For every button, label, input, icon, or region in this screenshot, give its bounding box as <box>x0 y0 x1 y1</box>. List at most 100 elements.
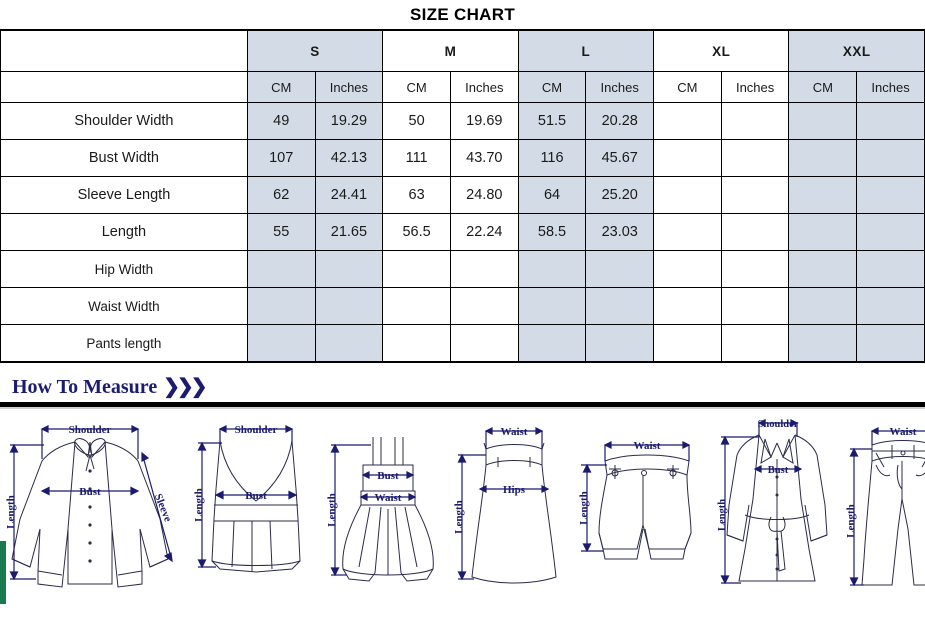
label-sleeve: Sleeve <box>152 492 174 524</box>
cell-value <box>720 250 790 288</box>
row-label: Shoulder Width <box>0 102 248 140</box>
label-shoulder: Shoulder <box>69 424 112 436</box>
cell-value <box>720 139 790 177</box>
unit-xxl-cm: CM <box>788 71 858 103</box>
cell-value <box>653 287 722 325</box>
table-row: Shoulder Width 49 19.29 50 19.69 51.5 20… <box>0 102 925 140</box>
cell-value: 58.5 <box>517 213 587 251</box>
label-bust: Bust <box>377 470 399 482</box>
illustration-shorts: Waist Length <box>575 409 715 604</box>
cell-value <box>449 250 519 288</box>
unit-m-cm: CM <box>382 71 451 103</box>
cell-value <box>246 250 316 288</box>
cell-value <box>856 139 925 177</box>
divider <box>0 402 925 407</box>
table-row: Sleeve Length 62 24.41 63 24.80 64 25.20 <box>0 176 925 214</box>
label-length: Length <box>578 491 590 525</box>
cell-value <box>517 287 587 325</box>
unit-m-in: Inches <box>449 71 519 103</box>
cell-value: 55 <box>246 213 316 251</box>
cell-value <box>653 139 722 177</box>
cell-value: 64 <box>517 176 587 214</box>
table-row-size-header: S M L XL XXL <box>0 29 925 72</box>
cell-value <box>788 287 858 325</box>
row-label: Bust Width <box>0 139 248 177</box>
measurement-illustrations: Shoulder Bust Length Sleeve <box>0 409 925 604</box>
row-label: Length <box>0 213 248 251</box>
unit-xl-in: Inches <box>720 71 790 103</box>
cell-value <box>585 287 655 325</box>
cell-value: 19.29 <box>314 102 384 140</box>
how-to-measure-label: How To Measure <box>12 376 158 398</box>
unit-l-in: Inches <box>585 71 655 103</box>
illustration-tank-top: Shoulder Bust Length <box>190 409 325 604</box>
label-length: Length <box>845 504 857 538</box>
cell-value <box>720 213 790 251</box>
unit-corner-cell <box>0 71 248 103</box>
how-to-measure-heading: How To Measure ❯❯❯ <box>0 375 925 399</box>
illustration-pants: Waist Length Thigh <box>840 409 925 604</box>
cell-value: 19.69 <box>449 102 519 140</box>
cell-value <box>449 324 519 363</box>
cell-value: 111 <box>382 139 451 177</box>
illustration-blouse: Shoulder Bust Length Sleeve <box>0 409 190 604</box>
cell-value <box>720 287 790 325</box>
cell-value: 49 <box>246 102 316 140</box>
chevron-right-icon: ❯❯❯ <box>163 376 207 398</box>
row-label: Sleeve Length <box>0 176 248 214</box>
cell-value <box>720 176 790 214</box>
illustration-skirt: Waist Hips Length <box>450 409 575 604</box>
cell-value <box>449 287 519 325</box>
cell-value <box>720 102 790 140</box>
label-length: Length <box>717 499 728 531</box>
cell-value <box>246 287 316 325</box>
table-row: Length 55 21.65 56.5 22.24 58.5 23.03 <box>0 213 925 251</box>
page-title-text: SIZE CHART <box>410 4 515 24</box>
cell-value <box>788 324 858 363</box>
cell-value: 24.80 <box>449 176 519 214</box>
spacer <box>0 363 925 375</box>
size-header-xxl: XXL <box>788 29 925 72</box>
label-waist: Waist <box>375 492 402 504</box>
label-length: Length <box>193 488 205 522</box>
cell-value <box>856 213 925 251</box>
label-waist: Waist <box>890 426 917 438</box>
cell-value <box>653 213 722 251</box>
unit-s-in: Inches <box>314 71 384 103</box>
cell-value: 56.5 <box>382 213 451 251</box>
unit-xl-cm: CM <box>653 71 722 103</box>
size-header-m: M <box>382 29 519 72</box>
row-label: Waist Width <box>0 287 248 325</box>
table-row: Pants length <box>0 324 925 363</box>
illustration-dress: Bust Waist Length <box>325 409 450 604</box>
cell-value <box>653 250 722 288</box>
cell-value: 25.20 <box>585 176 655 214</box>
label-bust: Bust <box>245 490 267 502</box>
size-table-body: S M L XL XXL CM Inches CM Inches CM Inch… <box>0 29 925 363</box>
table-row: Bust Width 107 42.13 111 43.70 116 45.67 <box>0 139 925 177</box>
label-shoulder: Shoulder <box>758 419 799 430</box>
cell-value <box>314 324 384 363</box>
illustration-coat: Shoulder Bust Length <box>715 409 840 604</box>
cell-value <box>856 176 925 214</box>
label-hips: Hips <box>503 484 526 496</box>
label-length: Length <box>326 493 338 527</box>
cell-value <box>585 324 655 363</box>
cell-value: 116 <box>517 139 587 177</box>
cell-value <box>314 287 384 325</box>
cell-value <box>788 102 858 140</box>
cell-value: 23.03 <box>585 213 655 251</box>
unit-l-cm: CM <box>517 71 587 103</box>
label-waist: Waist <box>501 426 528 438</box>
table-row: Waist Width <box>0 287 925 325</box>
cell-value <box>653 176 722 214</box>
table-row: Hip Width <box>0 250 925 288</box>
cell-value <box>788 250 858 288</box>
cell-value <box>856 250 925 288</box>
size-table: S M L XL XXL CM Inches CM Inches CM Inch… <box>0 29 925 363</box>
cell-value <box>517 324 587 363</box>
cell-value: 45.67 <box>585 139 655 177</box>
cell-value <box>246 324 316 363</box>
corner-cell <box>0 29 248 72</box>
cell-value <box>382 324 451 363</box>
